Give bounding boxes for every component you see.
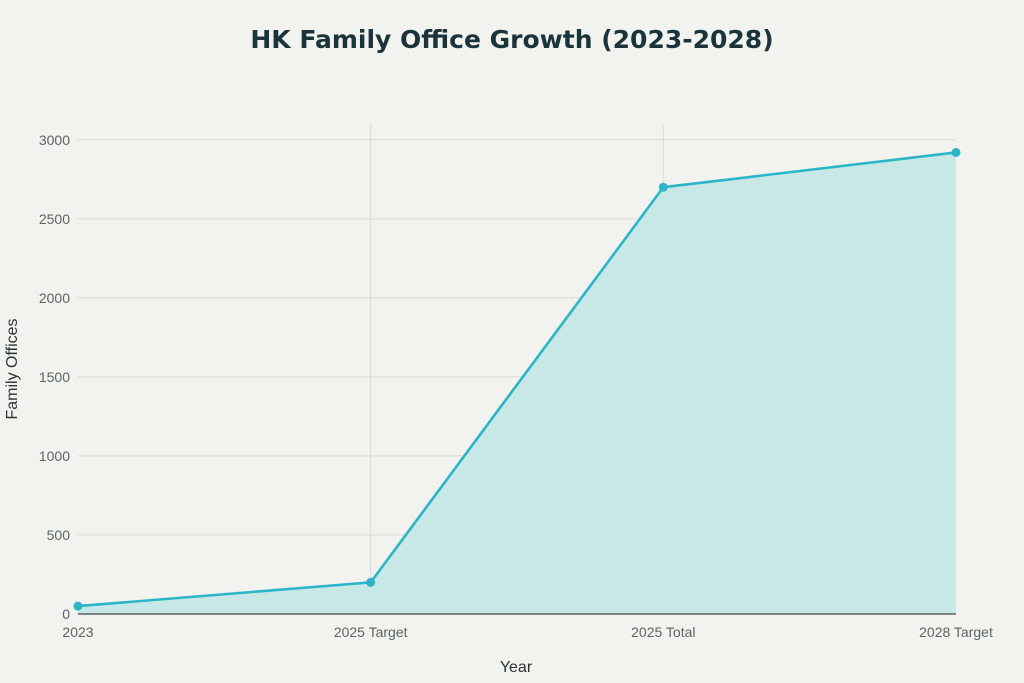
- series-line: [77, 151, 957, 608]
- data-point[interactable]: [951, 147, 961, 157]
- data-point[interactable]: [658, 182, 668, 192]
- x-tick-label: 2025 Total: [631, 624, 695, 640]
- tick-labels: 0 500 1000 1500 2000 2500 3000 2023 2025 Target 2…: [39, 132, 993, 640]
- y-tick-label: 0: [62, 606, 70, 622]
- x-tick-label: 2028 Target: [919, 624, 993, 640]
- x-tick-label: 2023: [62, 624, 93, 640]
- data-point[interactable]: [73, 601, 83, 611]
- x-tick-label: 2025 Target: [334, 624, 408, 640]
- y-axis-title: Family Offices: [4, 318, 21, 419]
- y-tick-label: 2500: [39, 211, 70, 227]
- area-fill: [78, 152, 956, 615]
- y-tick-label: 500: [47, 527, 71, 543]
- x-axis-title: Year: [500, 659, 533, 676]
- y-tick-label: 1000: [39, 448, 70, 464]
- data-point[interactable]: [366, 577, 376, 587]
- y-tick-label: 2000: [39, 290, 70, 306]
- area-layer: [78, 152, 956, 615]
- chart-title: HK Family Office Growth (2023-2028): [250, 25, 773, 54]
- y-tick-label: 3000: [39, 132, 70, 148]
- y-tick-label: 1500: [39, 369, 70, 385]
- marks-layer: [73, 147, 961, 611]
